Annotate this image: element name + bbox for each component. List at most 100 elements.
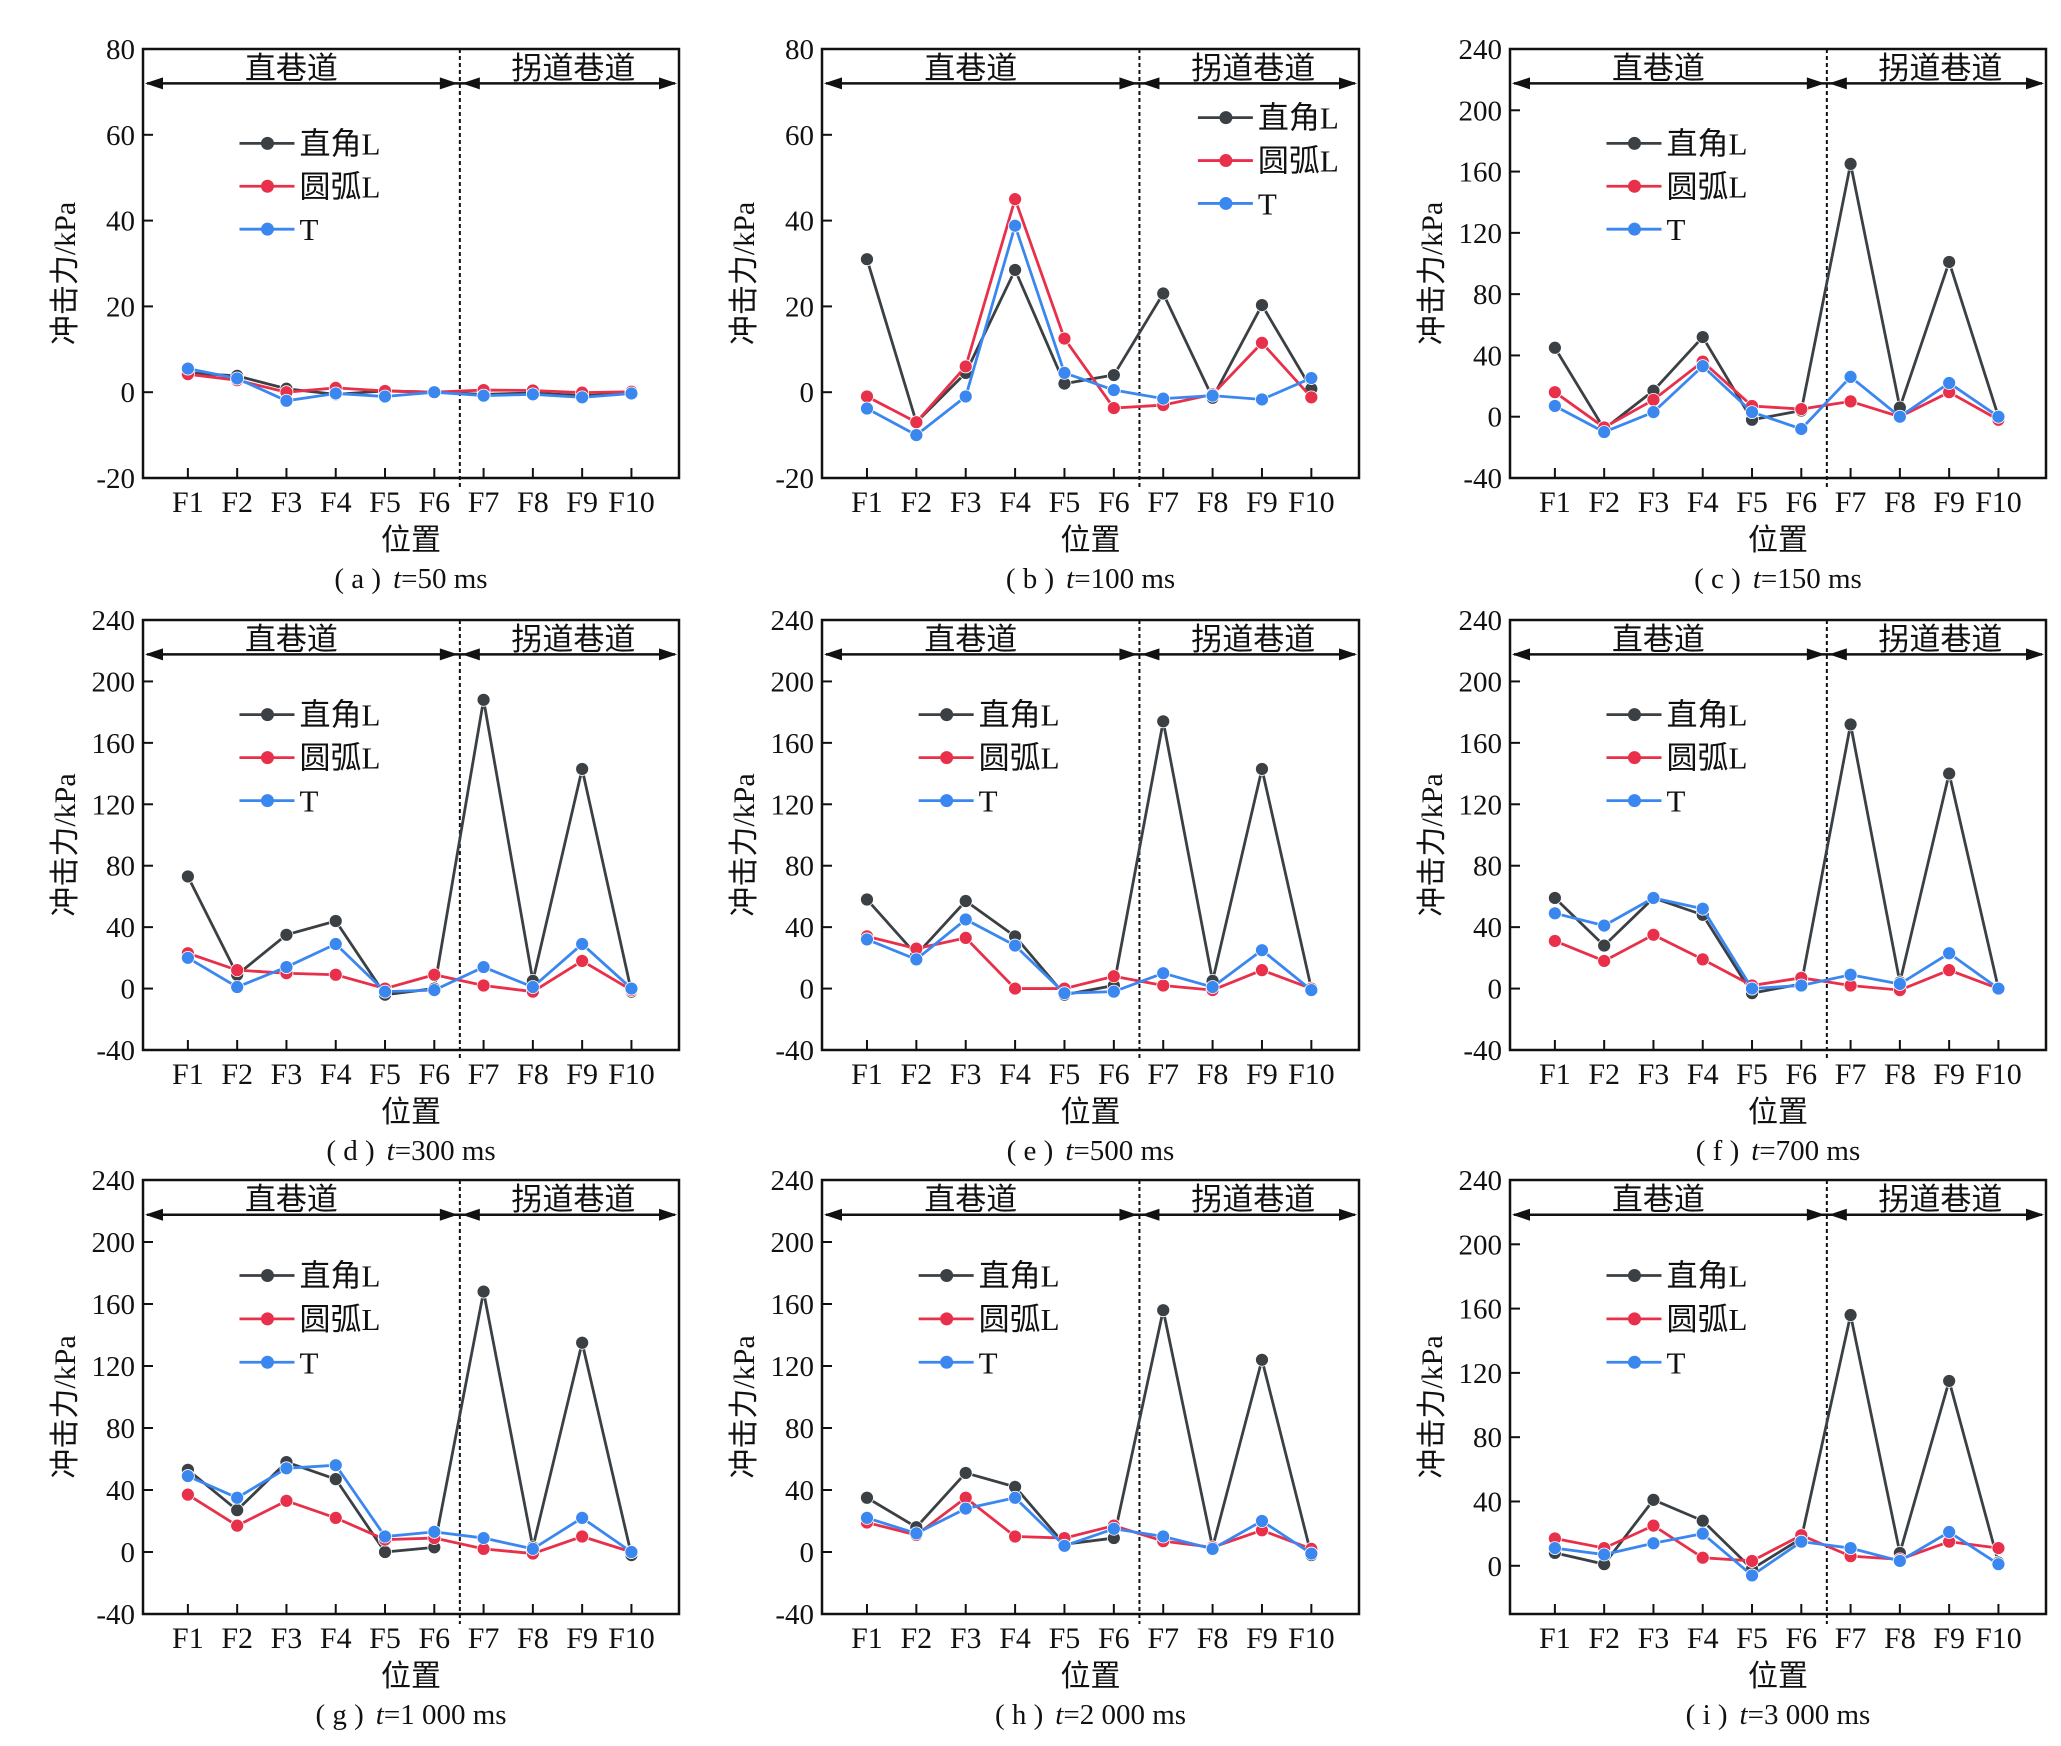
y-tick-label: 60 — [785, 120, 814, 152]
region-label-straight: 直巷道 — [924, 622, 1017, 657]
y-tick-label: 200 — [1459, 666, 1503, 698]
data-point — [1695, 1513, 1710, 1528]
arrowhead-right — [1339, 77, 1357, 90]
arrowhead-divider-left — [1119, 1208, 1138, 1221]
y-tick-label: 80 — [106, 34, 135, 66]
data-point — [1205, 1542, 1220, 1556]
legend-item: 直角L — [918, 698, 1060, 733]
y-tick-label: 80 — [785, 851, 814, 883]
arrowhead-divider-right — [461, 77, 480, 90]
data-point — [860, 892, 874, 907]
data-point — [1745, 1554, 1759, 1568]
data-point — [1008, 938, 1022, 953]
data-point — [378, 389, 392, 404]
data-point — [1547, 399, 1562, 413]
data-point — [230, 980, 245, 994]
series-line-2 — [187, 942, 633, 994]
x-tick-label: F3 — [271, 1622, 303, 1655]
arrowhead-divider-right — [1141, 648, 1160, 661]
legend-item: T — [1606, 784, 1685, 819]
x-tick-label: F10 — [1288, 1622, 1335, 1655]
caption-label: ( d ) — [326, 1135, 374, 1167]
data-point — [1646, 392, 1661, 407]
y-tick-label: 0 — [121, 974, 136, 1006]
y-tick-label: 40 — [1473, 912, 1502, 944]
data-point — [427, 983, 442, 998]
x-tick-label: F7 — [1835, 1058, 1867, 1091]
y-tick-label: 160 — [771, 1289, 815, 1321]
y-tick-label: 120 — [92, 1351, 136, 1383]
y-tick-label: 0 — [1488, 1551, 1503, 1583]
x-tick-label: F1 — [1539, 1058, 1571, 1091]
region-label-straight: 直巷道 — [245, 622, 338, 657]
data-point — [860, 252, 874, 267]
x-tick-label: F7 — [1147, 1622, 1179, 1655]
data-point — [1597, 918, 1612, 933]
x-tick-label: F10 — [1975, 486, 2022, 519]
data-point — [958, 359, 973, 374]
y-tick-label: 120 — [1459, 218, 1503, 250]
y-tick-label: 240 — [1459, 605, 1503, 637]
x-tick-label: F2 — [1588, 1058, 1620, 1091]
series-line-0 — [1554, 1314, 2000, 1571]
y-tick-label: 120 — [771, 1351, 815, 1383]
caption-value: =500 ms — [1073, 1135, 1174, 1167]
x-axis-label: 位置 — [381, 524, 441, 557]
data-point — [1745, 981, 1759, 996]
region-label-straight: 直巷道 — [1612, 51, 1705, 86]
series-line-0 — [1553, 163, 2000, 432]
y-tick-label: 80 — [1473, 279, 1502, 311]
data-point — [1156, 1529, 1171, 1544]
data-point — [1942, 376, 1957, 390]
panel-g: -40 0 40 80 120 160 200 240 F1 F2 F3 F4 F5 F6 F7 F8 F9 F1… — [49, 1165, 681, 1731]
arrowhead-divider-right — [1141, 77, 1160, 90]
y-tick-label: 40 — [106, 912, 135, 944]
legend-label: T — [979, 1345, 998, 1380]
panel-caption: ( g ) t=1 000 ms — [315, 1699, 506, 1731]
series-line-1 — [866, 934, 1312, 992]
region-label-turn: 拐道巷道 — [1191, 51, 1315, 86]
x-tick-label: F7 — [1835, 486, 1867, 519]
panel-h: -40 0 40 80 120 160 200 240 F1 F2 F3 F4 F5 F6 F7 F8 F9 F1… — [728, 1165, 1361, 1731]
data-point — [476, 692, 491, 707]
x-tick-label: F9 — [1933, 1058, 1965, 1091]
region-label-turn: 拐道巷道 — [511, 51, 635, 86]
legend-swatch-marker — [260, 751, 274, 765]
data-point — [575, 1335, 590, 1350]
legend-swatch-marker — [940, 751, 954, 765]
caption-variable: t — [1740, 1699, 1749, 1731]
x-axis-label: 位置 — [1748, 524, 1808, 557]
caption-label: ( h ) — [995, 1699, 1043, 1731]
x-tick-label: F8 — [1197, 1058, 1229, 1091]
x-tick-label: F3 — [1638, 486, 1670, 519]
data-point — [958, 912, 973, 927]
x-tick-label: F5 — [1049, 1622, 1081, 1655]
series-line-2 — [866, 1496, 1313, 1555]
legend-item: 圆弧L — [239, 169, 380, 204]
series-line-0 — [866, 1309, 1313, 1556]
arrowhead-right — [659, 77, 677, 90]
data-point — [180, 1487, 195, 1502]
series-line-1 — [1554, 1523, 1999, 1563]
plot-frame — [1508, 47, 2048, 480]
region-label-straight: 直巷道 — [924, 1182, 1017, 1217]
data-point — [909, 952, 924, 967]
region-label-turn: 拐道巷道 — [1191, 1182, 1315, 1217]
legend-label: 圆弧L — [979, 1302, 1060, 1337]
data-point — [1304, 390, 1319, 405]
data-point — [180, 869, 195, 884]
y-tick-label: -40 — [96, 1035, 135, 1067]
data-point — [230, 1503, 245, 1518]
arrowhead-right — [1339, 1208, 1357, 1221]
data-point — [1547, 340, 1562, 355]
x-tick-label: F8 — [1197, 1622, 1229, 1655]
x-tick-label: F8 — [1884, 1622, 1916, 1655]
caption-value: =50 ms — [401, 563, 487, 595]
arrowhead-divider-left — [1806, 648, 1825, 661]
arrowhead-left — [145, 77, 163, 90]
arrowhead-right — [2026, 1208, 2044, 1221]
data-point — [1745, 405, 1759, 420]
y-tick-label: -40 — [775, 1035, 814, 1067]
data-point — [1156, 978, 1171, 993]
x-tick-label: F5 — [1049, 1058, 1081, 1091]
